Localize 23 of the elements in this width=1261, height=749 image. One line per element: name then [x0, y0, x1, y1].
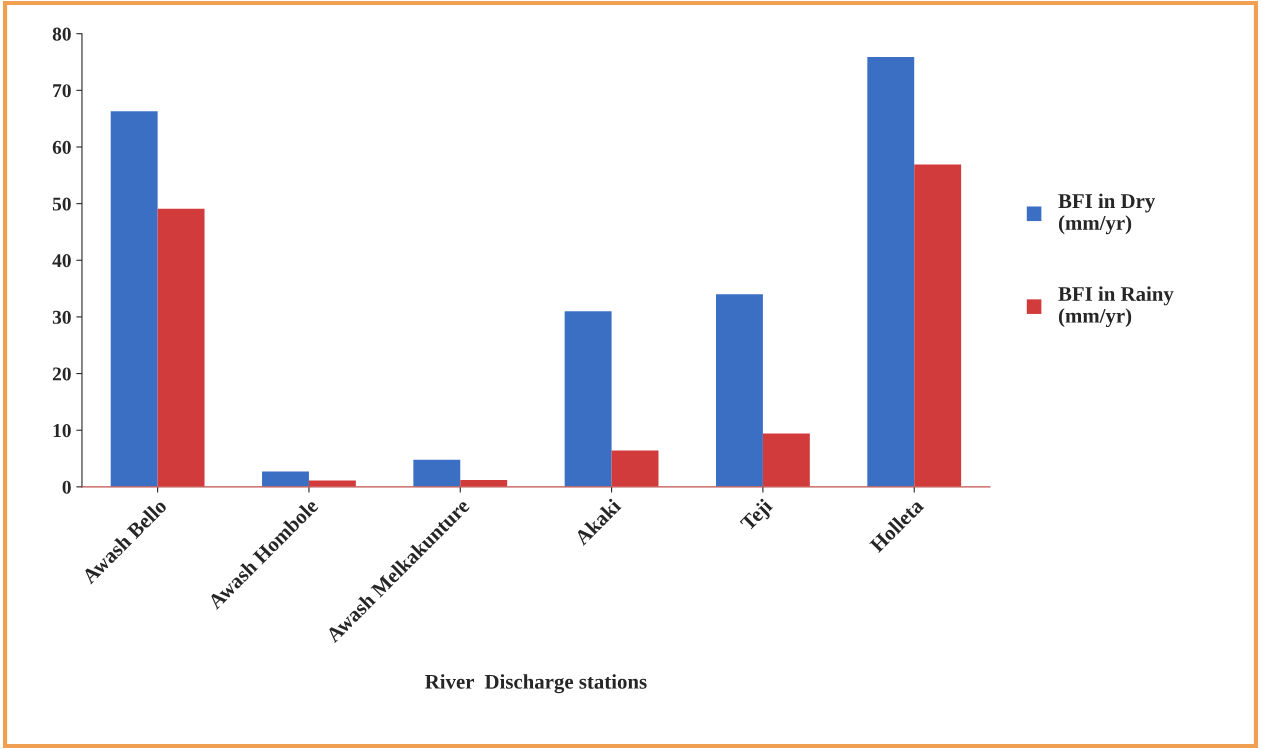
legend-label: BFI in Dry (mm/yr): [1058, 193, 1156, 235]
bar: [611, 450, 659, 487]
bar: [262, 471, 309, 487]
bar: [110, 111, 158, 487]
bar: [867, 56, 915, 487]
bar: [157, 208, 205, 487]
y-tick-label: 50: [52, 197, 71, 211]
bar: [914, 164, 962, 487]
y-tick-label: 0: [62, 480, 71, 494]
y-tick-label: 30: [52, 310, 71, 324]
y-tick-label: 80: [52, 27, 71, 41]
x-tick-label: Teji: [739, 497, 777, 535]
y-tick-label: 60: [52, 140, 71, 154]
y-tick-label: 10: [53, 424, 71, 438]
bar: [716, 294, 763, 487]
y-tick-label: 20: [52, 367, 71, 381]
bar: [413, 459, 461, 487]
x-axis-title: River Discharge stations: [425, 674, 647, 694]
legend-label: BFI in Rainy (mm/yr): [1058, 286, 1174, 328]
bar: [564, 311, 612, 487]
y-tick-label: 40: [52, 254, 71, 268]
y-tick-label: 70: [53, 84, 71, 98]
bar: [762, 433, 810, 487]
